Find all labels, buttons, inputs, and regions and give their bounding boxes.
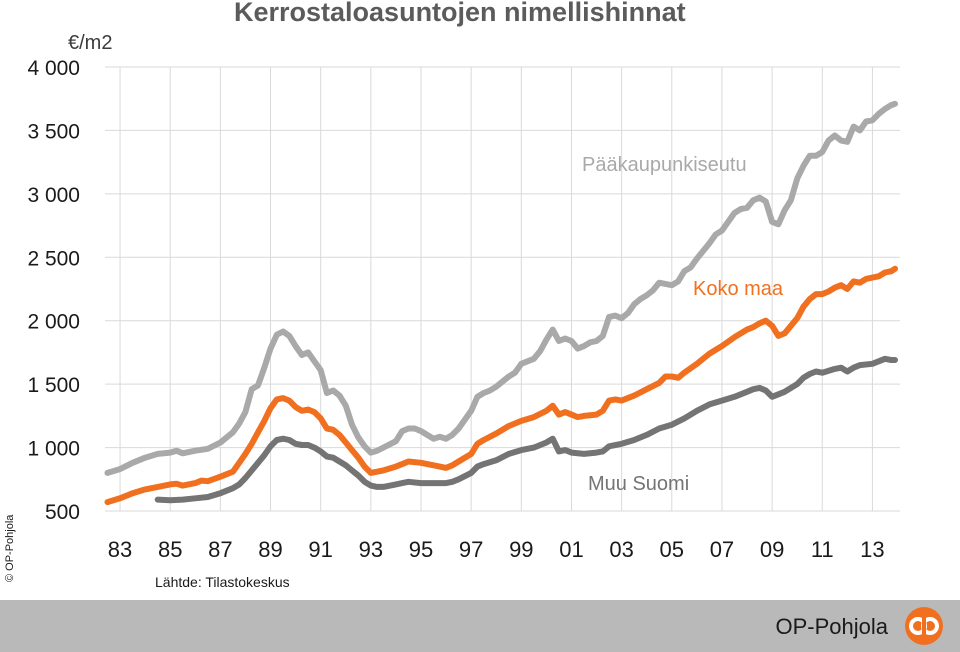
y-tick-label: 2 000 — [27, 311, 80, 334]
series-lines — [104, 100, 898, 506]
x-tick-label: 03 — [609, 537, 633, 562]
x-tick-label: 99 — [509, 537, 533, 562]
x-tick-label: 91 — [308, 537, 332, 562]
x-tick-label: 83 — [108, 537, 132, 562]
source-note: Lähtde: Tilastokeskus — [155, 574, 290, 590]
series-label-koko-maa: Koko maa — [693, 278, 784, 300]
x-tick-label: 13 — [860, 537, 884, 562]
y-tick-label: 3 000 — [27, 184, 80, 207]
x-axis-ticks: 83 85 87 89 91 93 95 97 99 01 03 05 07 09 11 13 — [108, 537, 885, 562]
grid — [105, 66, 900, 512]
y-tick-label: 1 000 — [27, 438, 80, 461]
y-tick-label: 2 500 — [27, 247, 80, 270]
y-tick-label: 500 — [45, 501, 80, 524]
y-tick-label: 3 500 — [27, 120, 80, 143]
y-axis-unit: €/m2 — [68, 32, 112, 54]
x-tick-label: 09 — [760, 537, 784, 562]
x-tick-label: 97 — [459, 537, 483, 562]
chart: Kerrostaloasuntojen nimellishinnat €/m2 … — [4, 0, 900, 590]
x-tick-label: 87 — [208, 537, 232, 562]
x-tick-label: 01 — [559, 537, 583, 562]
chart-title: Kerrostaloasuntojen nimellishinnat — [234, 0, 686, 27]
x-tick-label: 89 — [258, 537, 282, 562]
series-label-muu-suomi: Muu Suomi — [588, 473, 689, 495]
footer-bar: OP-Pohjola — [0, 600, 960, 652]
y-tick-label: 1 500 — [27, 374, 80, 397]
y-tick-label: 4 000 — [27, 57, 80, 80]
x-tick-label: 11 — [811, 537, 834, 562]
x-tick-label: 07 — [710, 537, 734, 562]
y-axis-ticks: 500 1 000 1 500 2 000 2 500 3 000 3 500 4 000 — [27, 57, 80, 524]
series-line — [104, 100, 898, 476]
x-tick-label: 93 — [359, 537, 383, 562]
brand-name: OP-Pohjola — [775, 614, 888, 639]
series-line — [154, 355, 898, 504]
x-tick-label: 85 — [158, 537, 182, 562]
x-tick-label: 95 — [409, 537, 433, 562]
x-tick-label: 05 — [660, 537, 684, 562]
series-line — [104, 265, 898, 506]
series-label-paakaupunkiseutu: Pääkaupunkiseutu — [582, 154, 747, 176]
op-logo-icon — [905, 607, 943, 645]
copyright-note: © OP-Pohjola — [4, 514, 16, 582]
